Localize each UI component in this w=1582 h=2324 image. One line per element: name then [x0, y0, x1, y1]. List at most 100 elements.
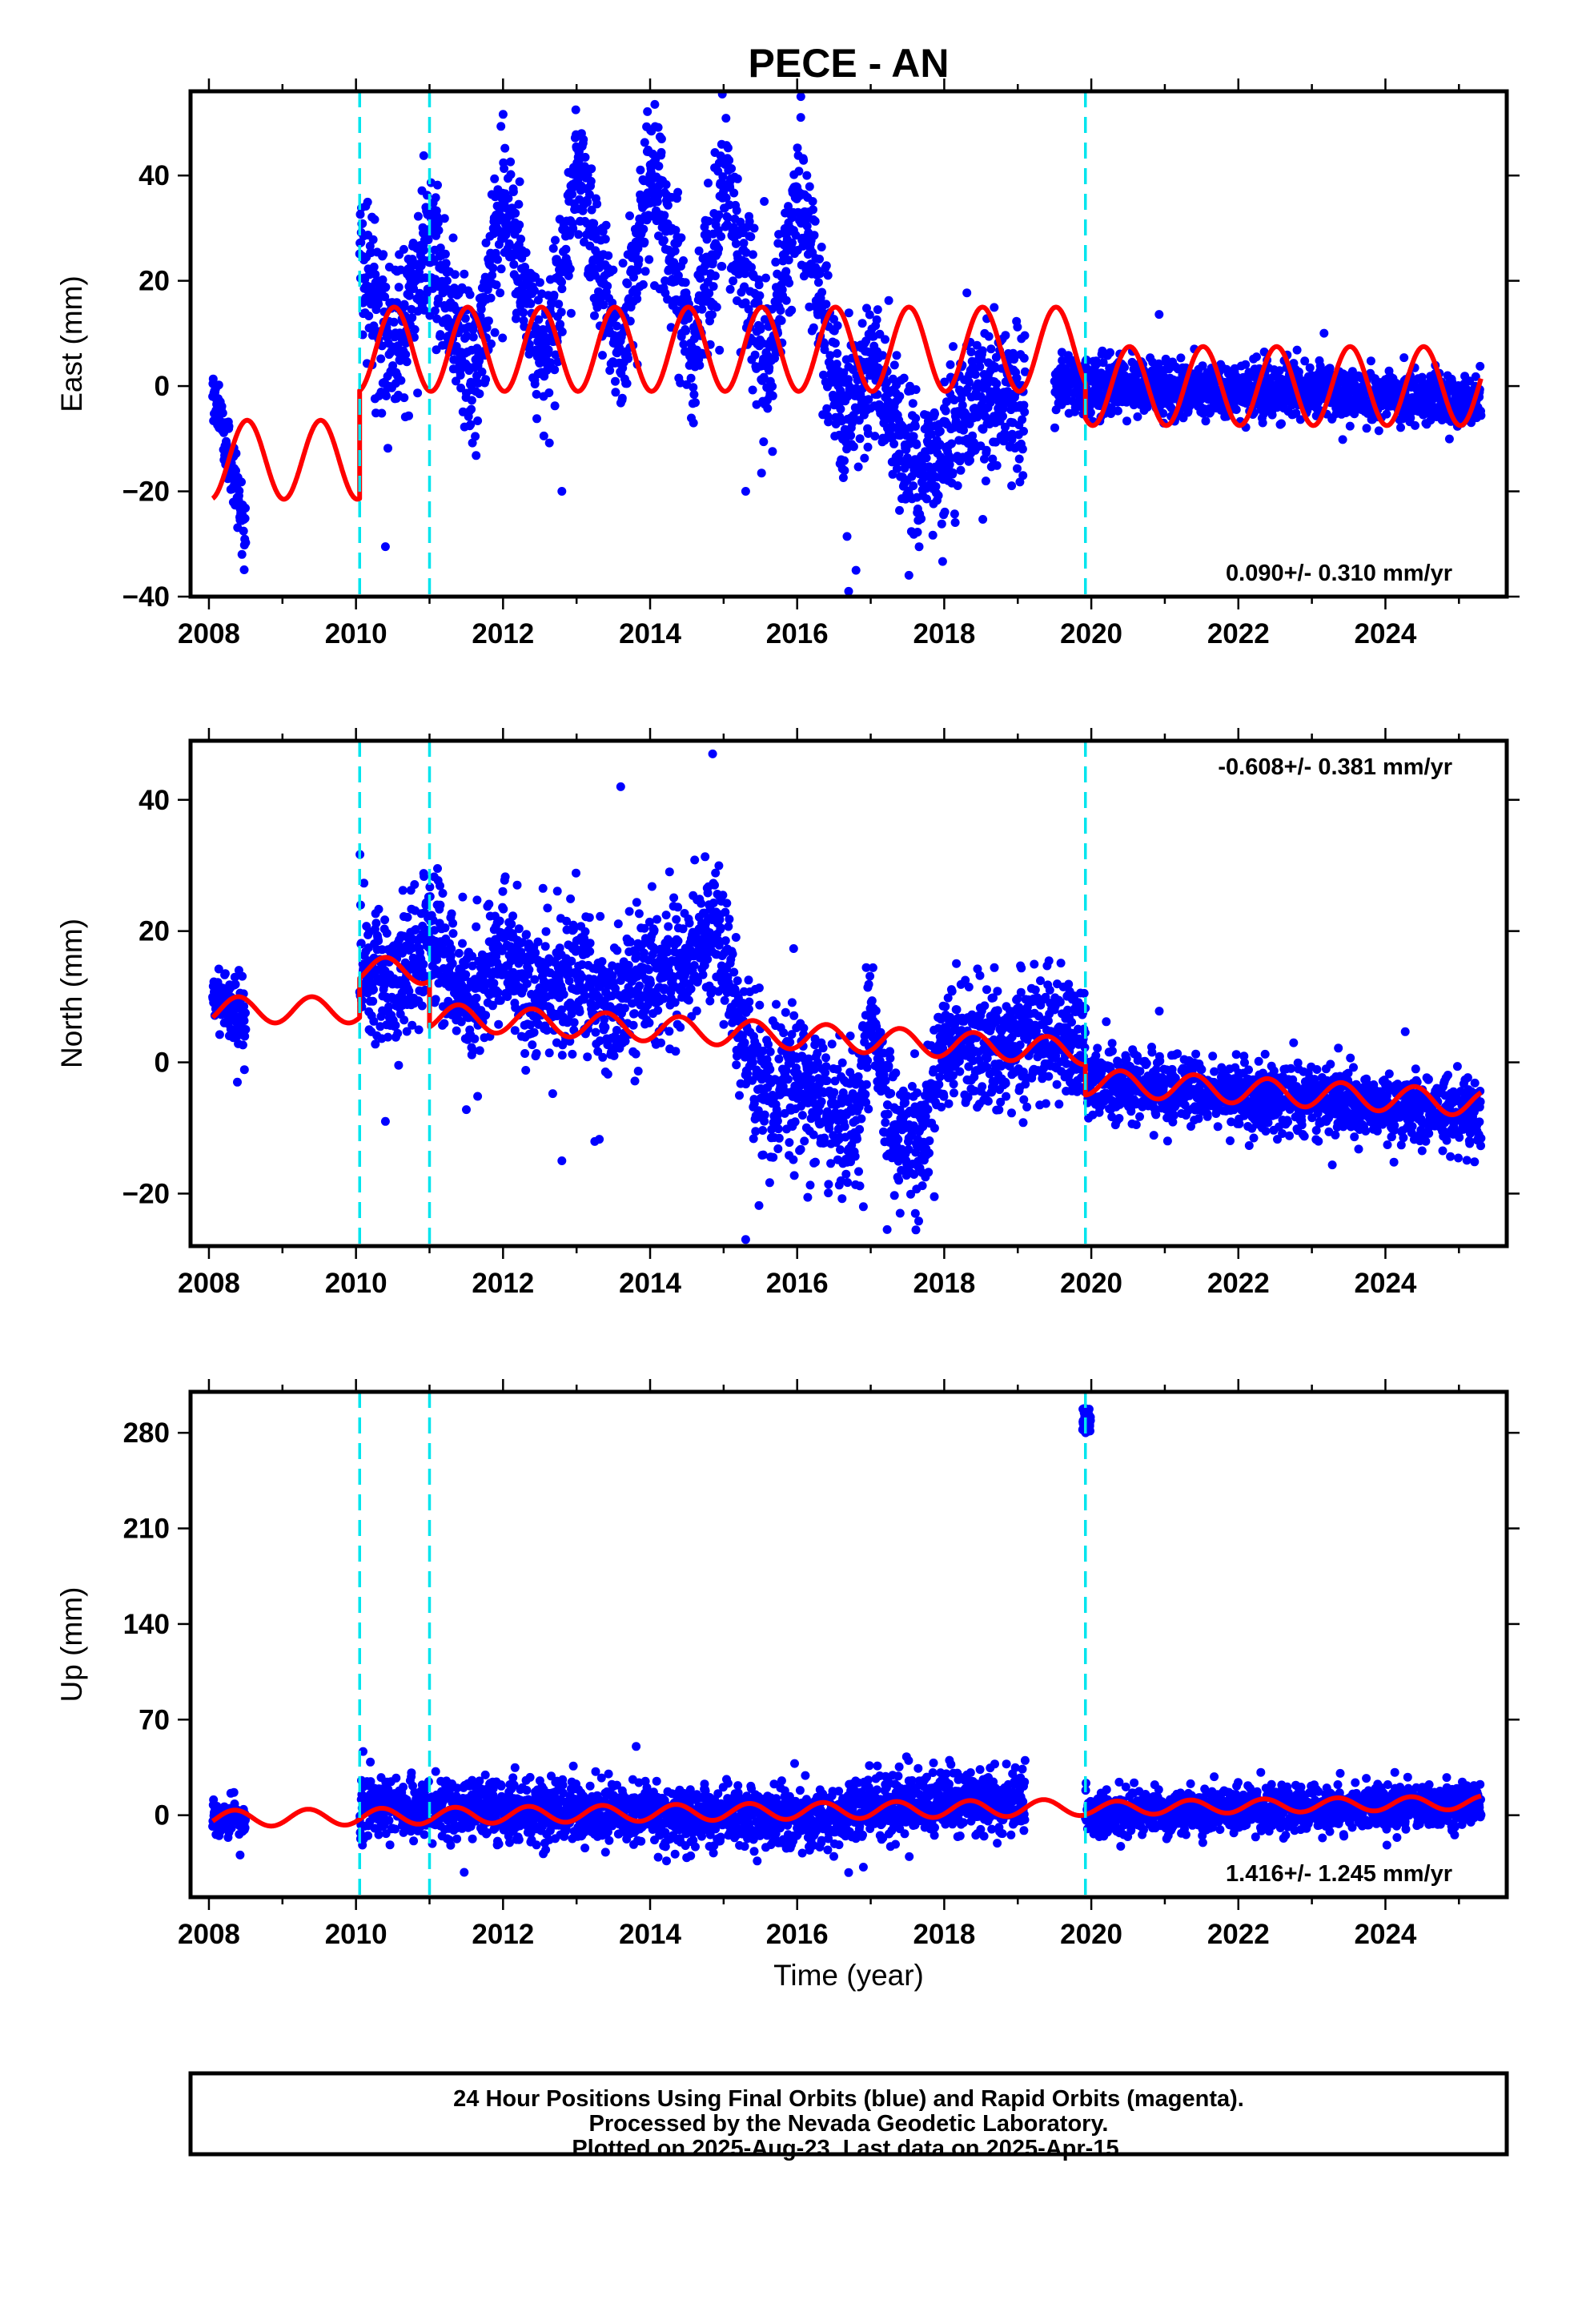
data-point: [429, 256, 439, 266]
data-point: [715, 345, 725, 355]
data-point: [815, 269, 825, 279]
data-point: [922, 494, 931, 504]
data-point: [1007, 481, 1017, 491]
data-point: [865, 310, 874, 320]
data-point: [408, 1020, 417, 1030]
data-point: [781, 267, 791, 276]
data-point: [568, 190, 577, 199]
data-point: [547, 299, 556, 308]
data-point: [629, 272, 638, 282]
data-point: [504, 194, 513, 203]
data-point: [1154, 310, 1164, 320]
data-point: [681, 326, 691, 336]
data-point: [696, 274, 705, 283]
data-point: [208, 374, 218, 384]
data-point: [599, 300, 608, 310]
data-point: [721, 114, 731, 123]
data-point: [697, 899, 706, 908]
data-point: [857, 319, 867, 328]
data-point: [689, 418, 698, 428]
data-point: [788, 238, 797, 247]
data-point: [1018, 415, 1027, 424]
data-point: [516, 235, 526, 243]
data-point: [825, 351, 835, 360]
data-point: [611, 983, 620, 993]
data-point: [448, 919, 458, 928]
rate-annotation: 0.090+/- 0.310 mm/yr: [1226, 561, 1452, 586]
data-point: [1465, 376, 1475, 386]
data-point: [1010, 355, 1019, 364]
data-point: [611, 376, 620, 386]
data-point: [510, 1026, 520, 1035]
data-point: [692, 1006, 701, 1015]
data-point: [640, 948, 648, 958]
data-point: [241, 538, 251, 548]
data-point: [1292, 345, 1302, 355]
panel-frame: [188, 89, 1509, 599]
data-point: [433, 864, 442, 873]
data-point: [709, 282, 718, 292]
data-point: [679, 340, 689, 349]
data-point: [580, 152, 590, 162]
data-point: [1012, 373, 1022, 383]
data-point: [863, 428, 873, 438]
data-point: [419, 959, 428, 969]
data-point: [452, 376, 460, 386]
data-point: [830, 339, 840, 348]
data-point: [454, 948, 464, 958]
data-point: [400, 393, 409, 403]
data-point: [981, 412, 990, 421]
data-point: [551, 350, 560, 360]
data-point: [618, 259, 628, 268]
data-point: [600, 1023, 610, 1032]
data-point: [624, 907, 634, 916]
data-point: [498, 333, 508, 343]
data-point: [1158, 408, 1168, 418]
data-point: [836, 404, 845, 414]
data-point: [1162, 357, 1171, 367]
data-point: [359, 879, 369, 888]
data-point: [583, 1052, 592, 1062]
x-tick-label: 2024: [1355, 618, 1417, 649]
data-point: [566, 308, 576, 318]
x-tick-label: 2010: [325, 618, 387, 649]
data-point: [972, 340, 982, 350]
data-point: [515, 220, 524, 230]
data-point: [544, 388, 554, 397]
data-point: [913, 528, 922, 537]
data-point: [990, 364, 1000, 372]
data-point: [514, 924, 524, 934]
data-point: [663, 295, 673, 304]
data-point: [632, 898, 641, 907]
data-point: [468, 332, 478, 342]
data-point: [1447, 377, 1456, 386]
data-point: [846, 431, 856, 440]
data-point: [1411, 420, 1419, 430]
data-point: [633, 1067, 643, 1076]
data-point: [748, 385, 757, 395]
data-point: [496, 122, 506, 131]
data-point: [686, 373, 696, 383]
data-point: [819, 370, 828, 380]
data-point: [214, 964, 223, 974]
data-point: [496, 264, 506, 274]
data-point: [509, 259, 519, 269]
data-point: [434, 969, 444, 979]
data-point: [926, 429, 936, 439]
data-point: [468, 1046, 478, 1055]
data-point: [447, 909, 456, 919]
data-point: [544, 345, 553, 355]
data-point: [383, 444, 392, 453]
data-point: [746, 232, 756, 242]
data-point: [1295, 415, 1305, 424]
data-point: [894, 449, 904, 459]
outlier-point: [851, 565, 861, 575]
data-point: [499, 904, 508, 914]
outlier-point: [796, 92, 805, 102]
data-point: [396, 376, 406, 385]
data-point: [506, 170, 516, 179]
data-point: [557, 327, 567, 336]
data-point: [673, 936, 683, 946]
data-point: [1305, 363, 1315, 372]
data-point: [593, 1047, 603, 1056]
